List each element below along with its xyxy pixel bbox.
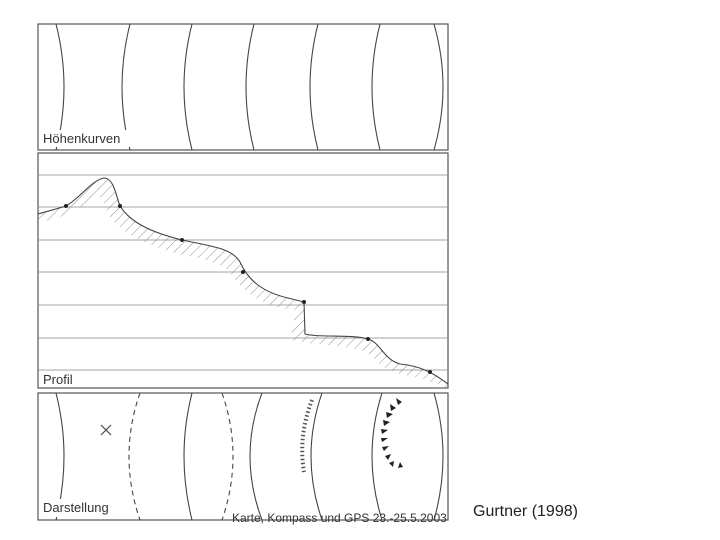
contour-panel: Höhenkurven: [37, 23, 449, 151]
panel-label: Darstellung: [43, 500, 109, 515]
footer: Karte, Kompass und GPS 23.-25.5.2003: [232, 511, 447, 525]
representation-panel: Darstellung: [37, 392, 449, 521]
panel-label: Profil: [43, 372, 73, 387]
credit: Gurtner (1998): [473, 503, 578, 520]
profile-panel: Profil: [37, 152, 449, 389]
panel-label: Höhenkurven: [43, 131, 120, 146]
